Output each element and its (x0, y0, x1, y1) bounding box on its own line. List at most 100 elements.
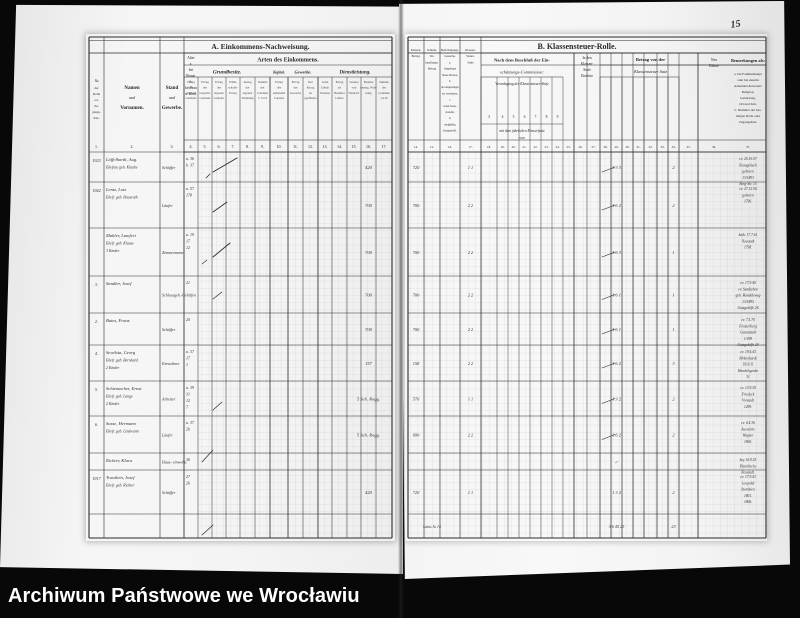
svg-text:576: 576 (413, 397, 420, 402)
svg-text:geboren: geboren (742, 170, 754, 174)
svg-text:Gutsgehilfe 26: Gutsgehilfe 26 (737, 306, 758, 310)
svg-text:Berichtigungs-: Berichtigungs- (441, 48, 459, 52)
svg-text:22.: 22. (534, 145, 538, 149)
svg-text:sonst bean-: sonst bean- (443, 104, 457, 108)
svg-text:Latus № 14: Latus № 14 (422, 525, 441, 529)
svg-text:2 2: 2 2 (468, 250, 473, 255)
svg-text:als Angezeigte: als Angezeigte (441, 85, 459, 89)
svg-text:17.: 17. (469, 145, 473, 149)
svg-text:Gasanstalt: Gasanstalt (740, 331, 757, 335)
svg-text:Klassen-: Klassen- (581, 62, 594, 66)
svg-text:ev. 6.4.36: ev. 6.4.36 (741, 421, 755, 425)
svg-text:Angelegte: Angelegte (444, 67, 457, 71)
svg-text:mit dem jährlichen Einwerfsatz: mit dem jährlichen Einwerfsatz (499, 129, 545, 133)
svg-text:20.: 20. (512, 145, 516, 149)
svg-text:1798.: 1798. (744, 246, 752, 250)
svg-text:Zugangsliste.: Zugangsliste. (739, 120, 757, 124)
svg-text:Klasse: Klasse (709, 64, 719, 68)
svg-text:3 6 45 23: 3 6 45 23 (609, 524, 625, 529)
svg-text:Bemerkungen als:: Bemerkungen als: (731, 58, 766, 63)
svg-text:Klassen-: Klassen- (411, 48, 422, 52)
svg-text:24.: 24. (556, 145, 560, 149)
svg-text:2 2: 2 2 (468, 433, 473, 438)
svg-text:1: 1 (672, 293, 674, 298)
svg-text:1 3 2: 1 3 2 (612, 490, 622, 495)
svg-text:Nach dem Beschluß der Ein-: Nach dem Beschluß der Ein- (494, 58, 551, 63)
svg-text:27.: 27. (592, 145, 596, 149)
svg-text:25.: 25. (567, 145, 571, 149)
svg-text:32.: 32. (649, 145, 653, 149)
svg-text:Neu: Neu (711, 58, 717, 62)
svg-text:9: 9 (557, 115, 559, 119)
svg-text:1 1: 1 1 (468, 490, 473, 495)
svg-text:Neustadt.: Neustadt. (740, 471, 755, 475)
svg-text:13/1895: 13/1895 (742, 300, 754, 304)
svg-text:6: 6 (524, 115, 526, 119)
svg-text:3: 3 (488, 115, 490, 119)
svg-text:1 1: 1 1 (468, 165, 473, 170)
svg-text:1900.: 1900. (744, 440, 752, 444)
svg-text:30.: 30. (626, 145, 630, 149)
svg-text:itzigen Rolle oder: itzigen Rolle oder (736, 114, 761, 118)
svg-text:Vorstadt: Vorstadt (742, 399, 755, 403)
svg-text:720: 720 (413, 165, 420, 170)
svg-text:16.: 16. (448, 145, 452, 149)
svg-text:handlungs-: handlungs- (425, 60, 438, 64)
svg-text:Gesuche,: Gesuche, (444, 54, 455, 59)
svg-text:Ver-: Ver- (429, 54, 434, 58)
svg-text:kath. 17.7.61: kath. 17.7.61 (739, 233, 758, 237)
svg-text:Auswärts: Auswärts (740, 427, 755, 431)
svg-text:Neue Klasse,: Neue Klasse, (442, 73, 458, 78)
svg-text:1: 1 (672, 250, 674, 255)
svg-text:1801.: 1801. (744, 494, 752, 498)
svg-text:37.: 37. (746, 145, 750, 149)
svg-text:2 2: 2 2 (468, 327, 473, 332)
svg-text:Neustadt: Neustadt (741, 239, 756, 243)
svg-text:Geburtstag,: Geburtstag, (740, 96, 756, 101)
svg-text:c.: c. (449, 98, 451, 102)
svg-text:zu versetzen,: zu versetzen, (442, 91, 458, 96)
svg-text:b. Nummer der bes-: b. Nummer der bes- (734, 108, 761, 112)
svg-text:Steuer-: Steuer- (466, 54, 475, 58)
svg-text:31.: 31. (637, 145, 641, 149)
svg-text:34.: 34. (672, 145, 676, 149)
svg-text:Birkenhardt: Birkenhardt (739, 356, 757, 360)
svg-text:4: 4 (502, 115, 504, 119)
svg-text:Pfarrkirche: Pfarrkirche (739, 464, 757, 468)
svg-text:5: 5 (513, 115, 515, 119)
svg-text:7: 7 (535, 115, 537, 119)
svg-text:29.: 29. (615, 145, 619, 149)
svg-text:stehenden Personen:: stehenden Personen: (734, 84, 762, 88)
svg-text:Fensterberg: Fensterberg (738, 324, 757, 328)
svg-text:✓: ✓ (615, 460, 619, 465)
svg-text:23.: 23. (545, 145, 549, 149)
svg-text:15: 15 (730, 18, 741, 30)
svg-text:geboren: geboren (742, 193, 754, 197)
svg-text:14.: 14. (414, 145, 418, 149)
svg-text:von: von (519, 136, 524, 140)
svg-text:158: 158 (413, 361, 420, 366)
svg-text:d.: d. (449, 116, 452, 120)
svg-text:oder bei einzeln: oder bei einzeln (737, 78, 759, 82)
svg-text:a. bei Familienhaupt: a. bei Familienhaupt (734, 72, 762, 76)
svg-text:Religion,: Religion, (742, 90, 755, 95)
svg-text:Betrag: Betrag (428, 67, 436, 71)
svg-text:21.: 21. (523, 145, 527, 149)
svg-text:36.: 36. (712, 145, 716, 149)
svg-text:Stufe: Stufe (583, 68, 591, 72)
svg-text:31: 31 (746, 375, 750, 379)
svg-text:Klassen-: Klassen- (465, 48, 476, 52)
svg-text:Wagner: Wagner (742, 434, 754, 438)
svg-text:ev. 27.12.56: ev. 27.12.56 (739, 187, 757, 191)
svg-text:2 2: 2 2 (468, 293, 473, 298)
svg-text:13/99: 13/99 (744, 337, 752, 341)
svg-text:festgestellt.: festgestellt. (443, 129, 457, 133)
svg-text:15.: 15. (430, 145, 434, 149)
svg-text:ev. 25.10.57: ev. 25.10.57 (739, 157, 757, 161)
svg-text:1299.: 1299. (744, 405, 752, 409)
svg-text:28.: 28. (604, 145, 608, 149)
svg-text:700: 700 (413, 327, 420, 332)
svg-text:endgütlig: endgütlig (444, 122, 456, 126)
svg-text:a.: a. (449, 60, 451, 64)
svg-text:geb. Handelsweg: geb. Handelsweg (736, 294, 761, 298)
